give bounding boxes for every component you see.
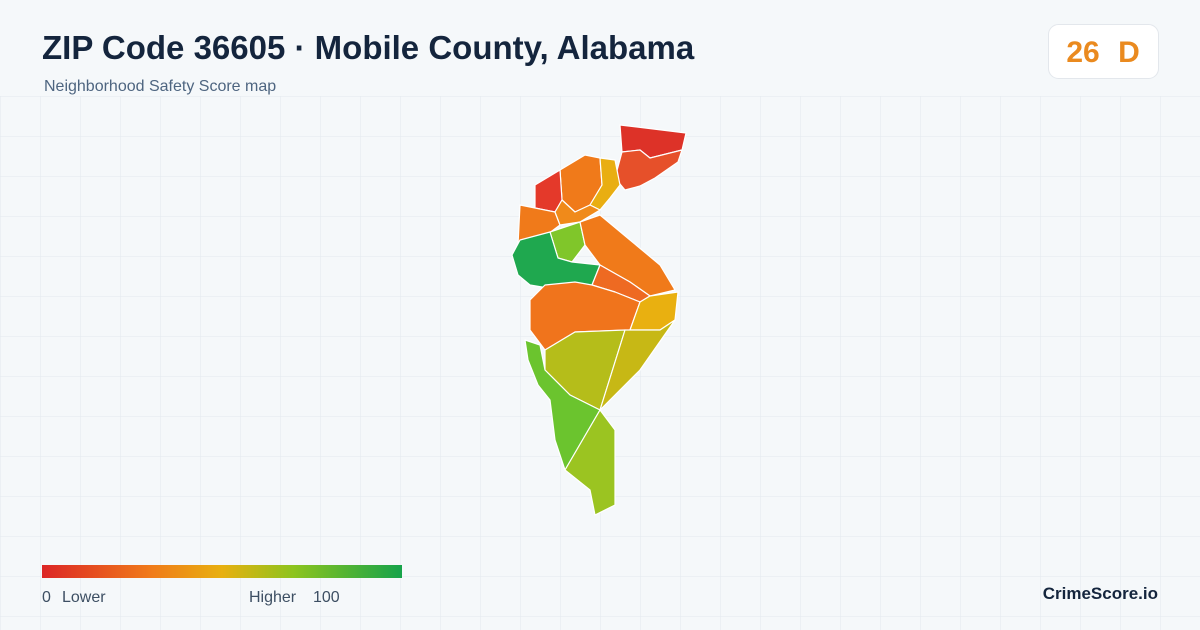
score-box [1048,24,1159,79]
zip-map [511,124,687,516]
legend-max-label: Higher [249,589,297,606]
legend-min-label: Lower [62,589,106,606]
legend-bar [42,565,402,578]
title: ZIP Code 36605 · Mobile County, Alabama [42,29,695,66]
subtitle: Neighborhood Safety Score map [44,78,276,95]
score-value: 26 [1066,36,1099,69]
legend-min: 0 [42,589,51,606]
legend-max: 100 [313,589,340,606]
brand: CrimeScore.io [1043,584,1158,603]
score-grade: D [1118,36,1140,69]
